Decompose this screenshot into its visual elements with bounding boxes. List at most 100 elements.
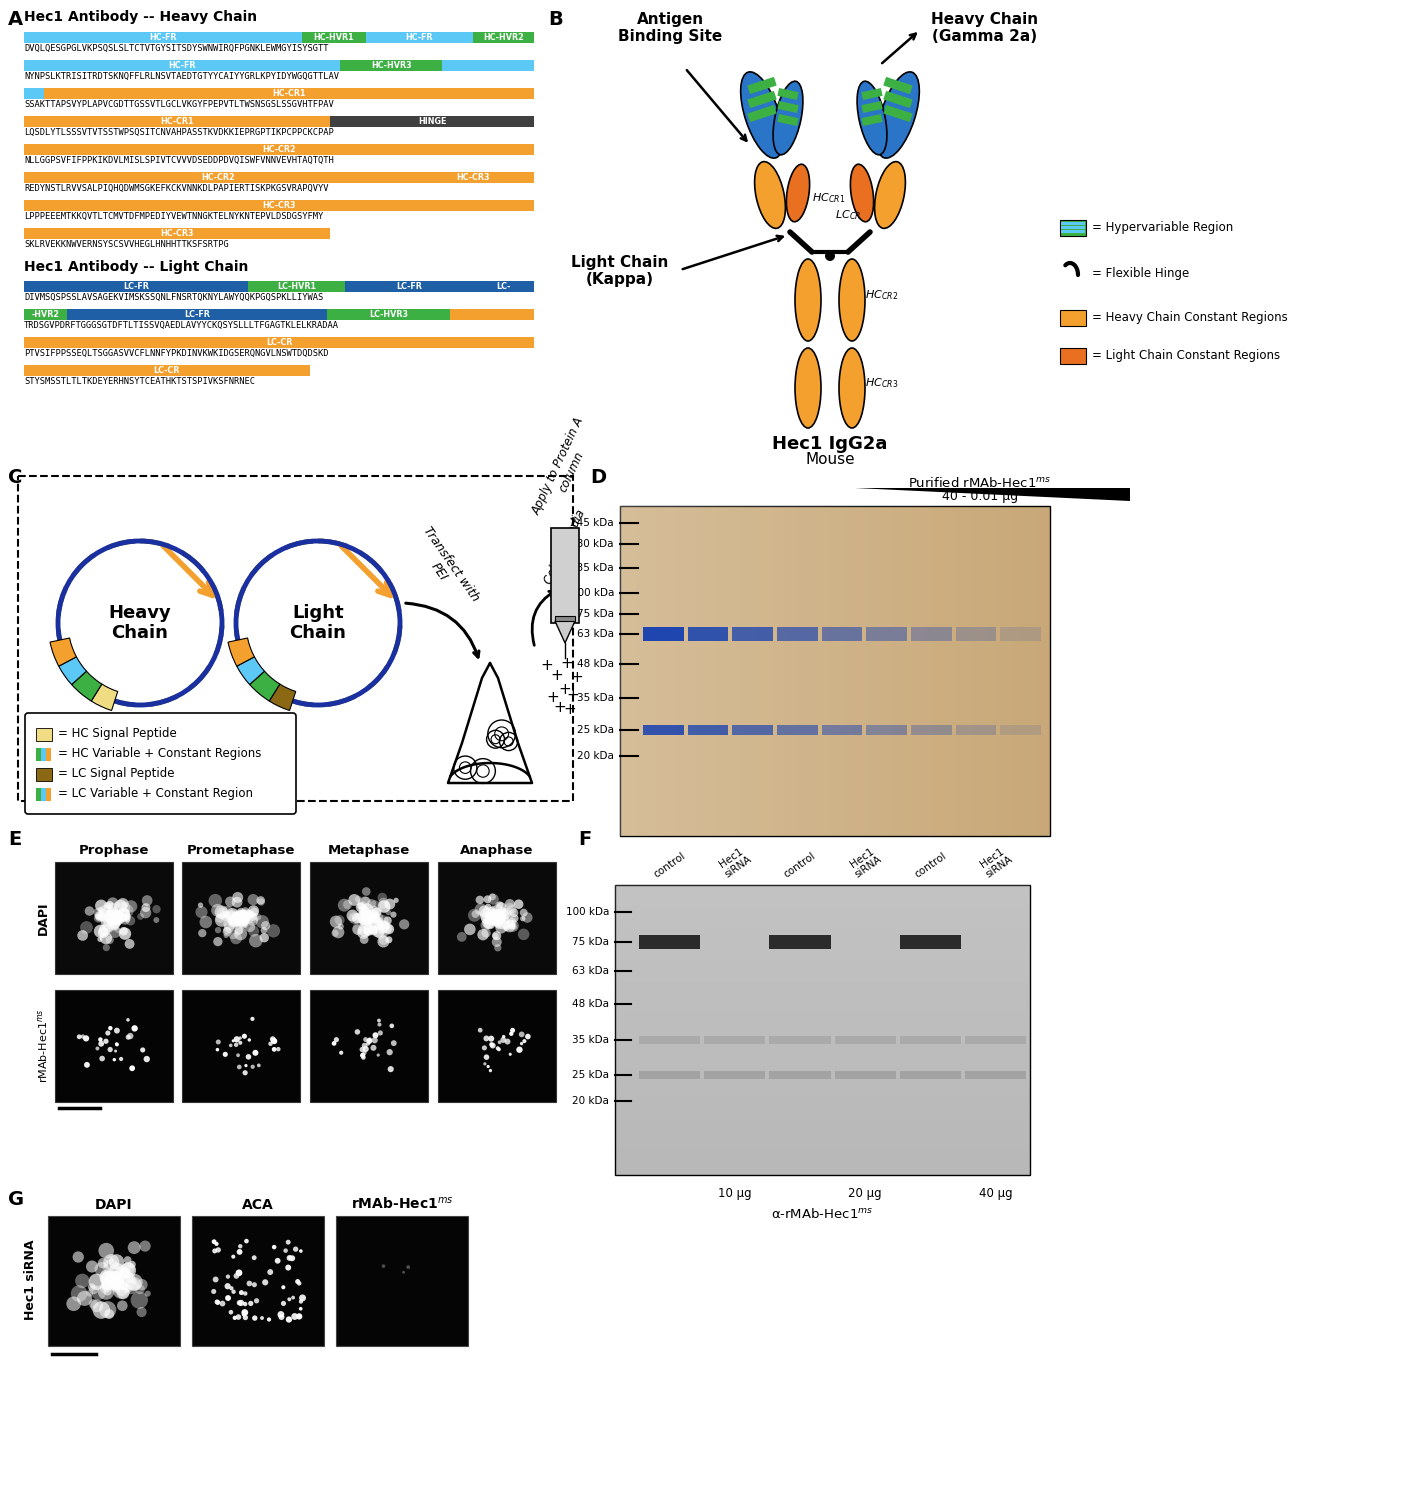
Circle shape: [487, 910, 499, 924]
Circle shape: [492, 938, 502, 946]
Circle shape: [299, 1250, 303, 1252]
Circle shape: [198, 928, 206, 938]
Circle shape: [216, 908, 229, 920]
Circle shape: [92, 1302, 110, 1318]
Circle shape: [110, 914, 120, 924]
Text: rMAb-Hec1$^{ms}$: rMAb-Hec1$^{ms}$: [351, 1196, 454, 1212]
Circle shape: [226, 910, 239, 924]
Text: = Heavy Chain Constant Regions: = Heavy Chain Constant Regions: [1091, 312, 1288, 324]
Circle shape: [379, 921, 388, 930]
Circle shape: [242, 1034, 248, 1040]
Circle shape: [238, 912, 250, 924]
Bar: [643, 627, 683, 640]
Circle shape: [366, 909, 376, 918]
Circle shape: [248, 910, 256, 918]
Circle shape: [485, 910, 494, 920]
Circle shape: [285, 1264, 292, 1270]
Circle shape: [363, 912, 374, 922]
Circle shape: [505, 898, 515, 909]
Bar: [704, 1036, 766, 1044]
Circle shape: [363, 1036, 369, 1042]
Circle shape: [511, 914, 518, 922]
Bar: [777, 114, 798, 126]
Circle shape: [361, 897, 370, 906]
Circle shape: [359, 904, 369, 915]
Circle shape: [107, 912, 118, 924]
Circle shape: [339, 1050, 343, 1054]
Circle shape: [114, 900, 127, 912]
Circle shape: [377, 936, 390, 948]
Circle shape: [110, 912, 120, 921]
Circle shape: [142, 896, 152, 906]
Circle shape: [490, 918, 495, 926]
Circle shape: [386, 936, 393, 944]
Text: DAPI: DAPI: [37, 902, 50, 934]
Circle shape: [494, 912, 502, 921]
Text: control: control: [783, 850, 818, 880]
Circle shape: [370, 916, 384, 930]
Bar: [704, 1071, 766, 1078]
Circle shape: [383, 922, 393, 933]
Circle shape: [243, 1316, 248, 1320]
Circle shape: [118, 1281, 128, 1290]
Circle shape: [238, 912, 249, 924]
Circle shape: [384, 924, 394, 934]
Circle shape: [100, 1269, 114, 1282]
Circle shape: [478, 906, 491, 918]
Circle shape: [369, 916, 381, 930]
Circle shape: [292, 1296, 295, 1299]
Circle shape: [286, 1239, 290, 1245]
Circle shape: [369, 906, 379, 916]
Circle shape: [118, 1281, 128, 1290]
Circle shape: [135, 1284, 145, 1294]
Circle shape: [90, 1286, 98, 1294]
Circle shape: [272, 1047, 276, 1052]
Circle shape: [501, 921, 509, 930]
Circle shape: [369, 924, 379, 936]
Circle shape: [236, 915, 249, 928]
Text: = Hypervariable Region: = Hypervariable Region: [1091, 222, 1234, 234]
Circle shape: [77, 1292, 92, 1306]
Bar: [1000, 627, 1042, 640]
Circle shape: [386, 909, 391, 915]
Circle shape: [238, 914, 250, 924]
Circle shape: [377, 892, 387, 903]
Circle shape: [107, 1270, 122, 1287]
Circle shape: [108, 1275, 120, 1287]
Circle shape: [357, 902, 364, 909]
Circle shape: [504, 908, 514, 918]
Circle shape: [363, 912, 376, 924]
Circle shape: [88, 1282, 95, 1292]
Circle shape: [102, 1282, 108, 1290]
Circle shape: [494, 915, 501, 921]
Circle shape: [85, 1260, 98, 1272]
Circle shape: [495, 1047, 499, 1050]
Bar: [821, 627, 862, 640]
Circle shape: [233, 1036, 240, 1042]
Circle shape: [232, 1254, 235, 1258]
Text: LC-HVR1: LC-HVR1: [277, 282, 316, 291]
Ellipse shape: [741, 72, 783, 158]
Circle shape: [108, 1274, 122, 1287]
Circle shape: [115, 1282, 128, 1296]
Text: DVQLQESGPGLVKPSQSLSLTCTVTGYSITSDYSWNWIRQFPGNKLEWMGYISYSGTT: DVQLQESGPGLVKPSQSLSLTCTVTGYSITSDYSWNWIRQ…: [24, 44, 329, 52]
Circle shape: [509, 909, 518, 916]
Circle shape: [488, 1070, 492, 1072]
Circle shape: [232, 1316, 236, 1320]
Text: HC-FR: HC-FR: [168, 62, 196, 70]
Circle shape: [110, 914, 118, 922]
Circle shape: [236, 915, 248, 927]
Bar: [36, 768, 53, 782]
Circle shape: [242, 1312, 246, 1317]
Text: Purified rMAb-Hec1$^{ms}$: Purified rMAb-Hec1$^{ms}$: [908, 476, 1052, 490]
Circle shape: [108, 915, 117, 924]
Circle shape: [100, 1270, 112, 1284]
Circle shape: [238, 1041, 242, 1046]
Circle shape: [121, 1263, 131, 1274]
Circle shape: [104, 1287, 112, 1296]
Circle shape: [491, 914, 501, 922]
Circle shape: [495, 902, 507, 914]
Text: Hec1
siRNA: Hec1 siRNA: [976, 844, 1015, 880]
Circle shape: [361, 916, 367, 922]
Text: HC-HVR2: HC-HVR2: [482, 33, 524, 42]
